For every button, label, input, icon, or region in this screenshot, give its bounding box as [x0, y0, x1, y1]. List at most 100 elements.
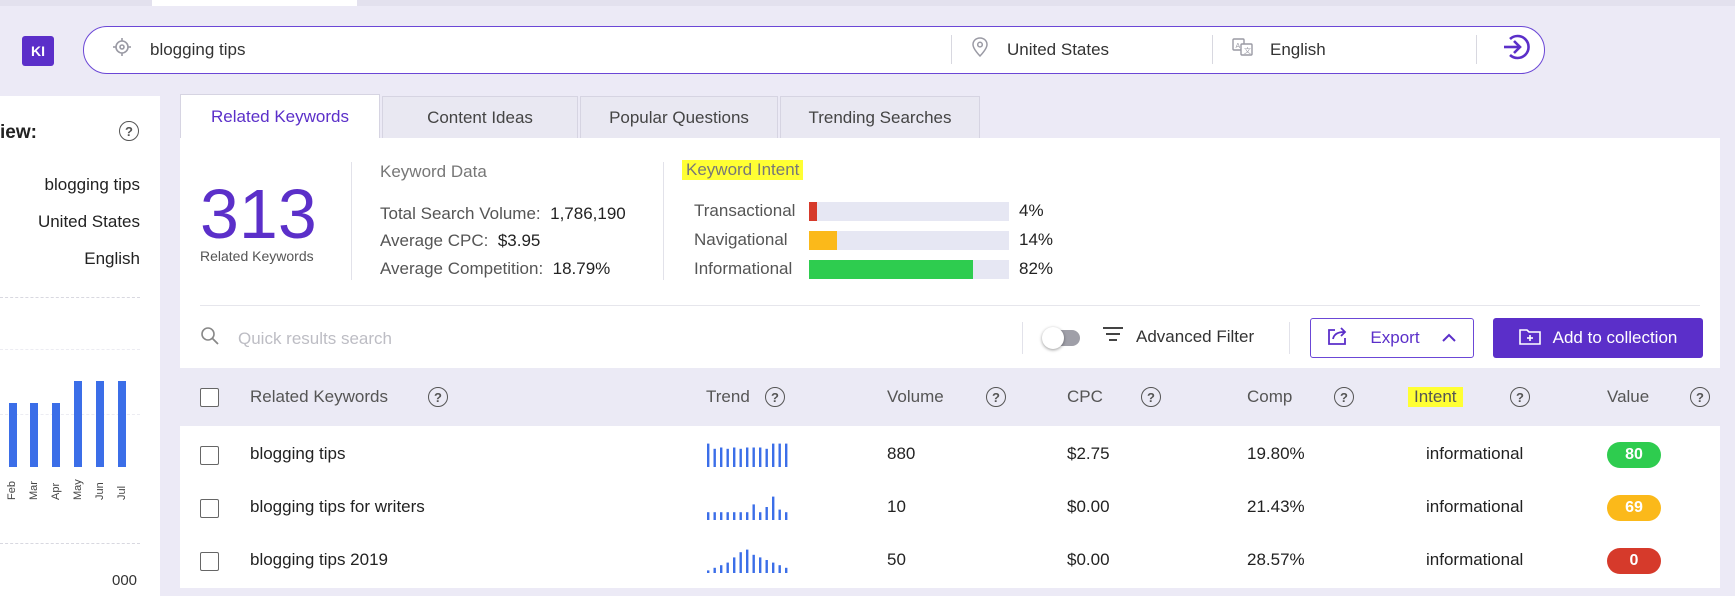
comp-cell: 21.43%: [1247, 497, 1305, 516]
search-icon: [200, 326, 220, 351]
keyword-count-label: Related Keywords: [200, 248, 314, 264]
trend-bar: [713, 512, 716, 520]
trend-bar: [759, 447, 762, 467]
trend-bar: [772, 496, 775, 520]
trend-bar: [720, 512, 723, 520]
table-row[interactable]: blogging tips 2019 50 $0.00 28.57% infor…: [180, 536, 1720, 588]
row-checkbox[interactable]: [200, 552, 219, 571]
tab-related-keywords[interactable]: Related Keywords: [180, 94, 380, 138]
quick-search[interactable]: Quick results search: [200, 326, 392, 351]
quick-search-placeholder[interactable]: Quick results search: [238, 328, 392, 348]
trend-bar: [707, 570, 710, 573]
tab-popular-questions[interactable]: Popular Questions: [580, 96, 778, 138]
value-help-icon[interactable]: ?: [1690, 387, 1710, 407]
intent-help-icon[interactable]: ?: [1510, 387, 1530, 407]
advanced-filter-label: Advanced Filter: [1136, 326, 1255, 346]
volume-bar-mar: [30, 403, 38, 467]
select-all-checkbox[interactable]: [200, 388, 219, 407]
trend-bar: [707, 443, 710, 467]
filter-toggle[interactable]: [1042, 327, 1080, 349]
trend-bar: [765, 448, 768, 467]
value-badge: 0: [1607, 548, 1661, 574]
volume-bar-may: [74, 381, 82, 467]
trend-bar: [720, 565, 723, 573]
keyword-help-icon[interactable]: ?: [428, 387, 448, 407]
sign-in-arrow-icon: [1501, 32, 1531, 67]
keyword-cell[interactable]: blogging tips for writers: [250, 497, 425, 516]
overview-keyword: blogging tips: [44, 175, 140, 194]
intent-fill: [809, 202, 817, 221]
overview-language: English: [84, 249, 140, 268]
overview-help-icon[interactable]: ?: [119, 121, 139, 141]
cpc-help-icon[interactable]: ?: [1141, 387, 1161, 407]
intent-cell: informational: [1426, 550, 1524, 569]
app-logo[interactable]: KI: [22, 36, 54, 66]
month-label: Feb: [6, 481, 18, 500]
divider: [0, 543, 140, 544]
cpc-cell: $0.00: [1067, 550, 1110, 569]
overview-panel: iew: ? blogging tips United States Engli…: [0, 96, 160, 596]
search-submit-button[interactable]: [1496, 27, 1536, 72]
value: 1,786,190: [550, 204, 626, 223]
tab-trending-searches[interactable]: Trending Searches: [780, 96, 980, 138]
trend-bar: [713, 567, 716, 573]
col-header-keyword[interactable]: Related Keywords: [250, 387, 388, 406]
keyword-input-value[interactable]: blogging tips: [150, 39, 246, 59]
trend-help-icon[interactable]: ?: [765, 387, 785, 407]
value: 18.79%: [552, 259, 611, 278]
divider: [200, 305, 1700, 306]
location-field[interactable]: United States: [971, 27, 1221, 72]
comp-cell: 19.80%: [1247, 444, 1305, 463]
trend-bar: [759, 557, 762, 573]
row-checkbox[interactable]: [200, 446, 219, 465]
add-to-collection-button[interactable]: Add to collection: [1493, 318, 1703, 358]
row-checkbox[interactable]: [200, 499, 219, 518]
tab-content-ideas[interactable]: Content Ideas: [382, 96, 578, 138]
intent-fill: [809, 260, 973, 279]
volume-bar-jun: [96, 381, 104, 467]
keyword-cell[interactable]: blogging tips: [250, 444, 346, 463]
divider: [1289, 322, 1290, 354]
table-header: Related Keywords ? Trend ? Volume ? CPC …: [180, 368, 1720, 426]
trend-bar: [752, 554, 755, 573]
trend-bar: [746, 549, 749, 573]
trend-bar: [765, 507, 768, 520]
keyword-cell[interactable]: blogging tips 2019: [250, 550, 389, 569]
trend-bar: [752, 504, 755, 520]
language-value[interactable]: English: [1270, 39, 1326, 59]
cpc-cell: $0.00: [1067, 497, 1110, 516]
average-competition: Average Competition: 18.79%: [380, 259, 610, 279]
advanced-filter-button[interactable]: Advanced Filter: [1102, 326, 1254, 347]
location-value[interactable]: United States: [1007, 39, 1110, 59]
trend-bar: [746, 447, 749, 467]
export-button[interactable]: Export: [1310, 318, 1474, 358]
trend-bar: [772, 443, 775, 467]
total-search-volume: Total Search Volume: 1,786,190: [380, 204, 626, 224]
keyword-field[interactable]: blogging tips: [112, 27, 932, 72]
trend-sparkline: [707, 549, 788, 573]
intent-percent: 82%: [1019, 259, 1054, 278]
comp-cell: 28.57%: [1247, 550, 1305, 569]
volume-help-icon[interactable]: ?: [986, 387, 1006, 407]
table-row[interactable]: blogging tips for writers 10 $0.00 21.43…: [180, 483, 1720, 535]
col-header-value[interactable]: Value: [1607, 387, 1650, 406]
trend-sparkline: [707, 496, 788, 520]
col-header-trend[interactable]: Trend: [706, 387, 750, 406]
col-header-volume[interactable]: Volume: [887, 387, 944, 406]
col-header-cpc[interactable]: CPC: [1067, 387, 1103, 406]
label: Average CPC:: [380, 231, 489, 250]
col-header-comp[interactable]: Comp: [1247, 387, 1293, 406]
trend-bar: [765, 560, 768, 573]
table-row[interactable]: blogging tips 880 $2.75 19.80% informati…: [180, 430, 1720, 482]
trend-bar: [713, 448, 716, 467]
export-icon: [1327, 326, 1349, 351]
trend-bar: [720, 447, 723, 467]
col-header-intent[interactable]: Intent: [1408, 387, 1463, 407]
value: $3.95: [497, 231, 541, 250]
intent-cell: informational: [1426, 444, 1524, 463]
trend-bar: [746, 512, 749, 520]
comp-help-icon[interactable]: ?: [1334, 387, 1354, 407]
keyword-count: 313: [200, 175, 317, 253]
